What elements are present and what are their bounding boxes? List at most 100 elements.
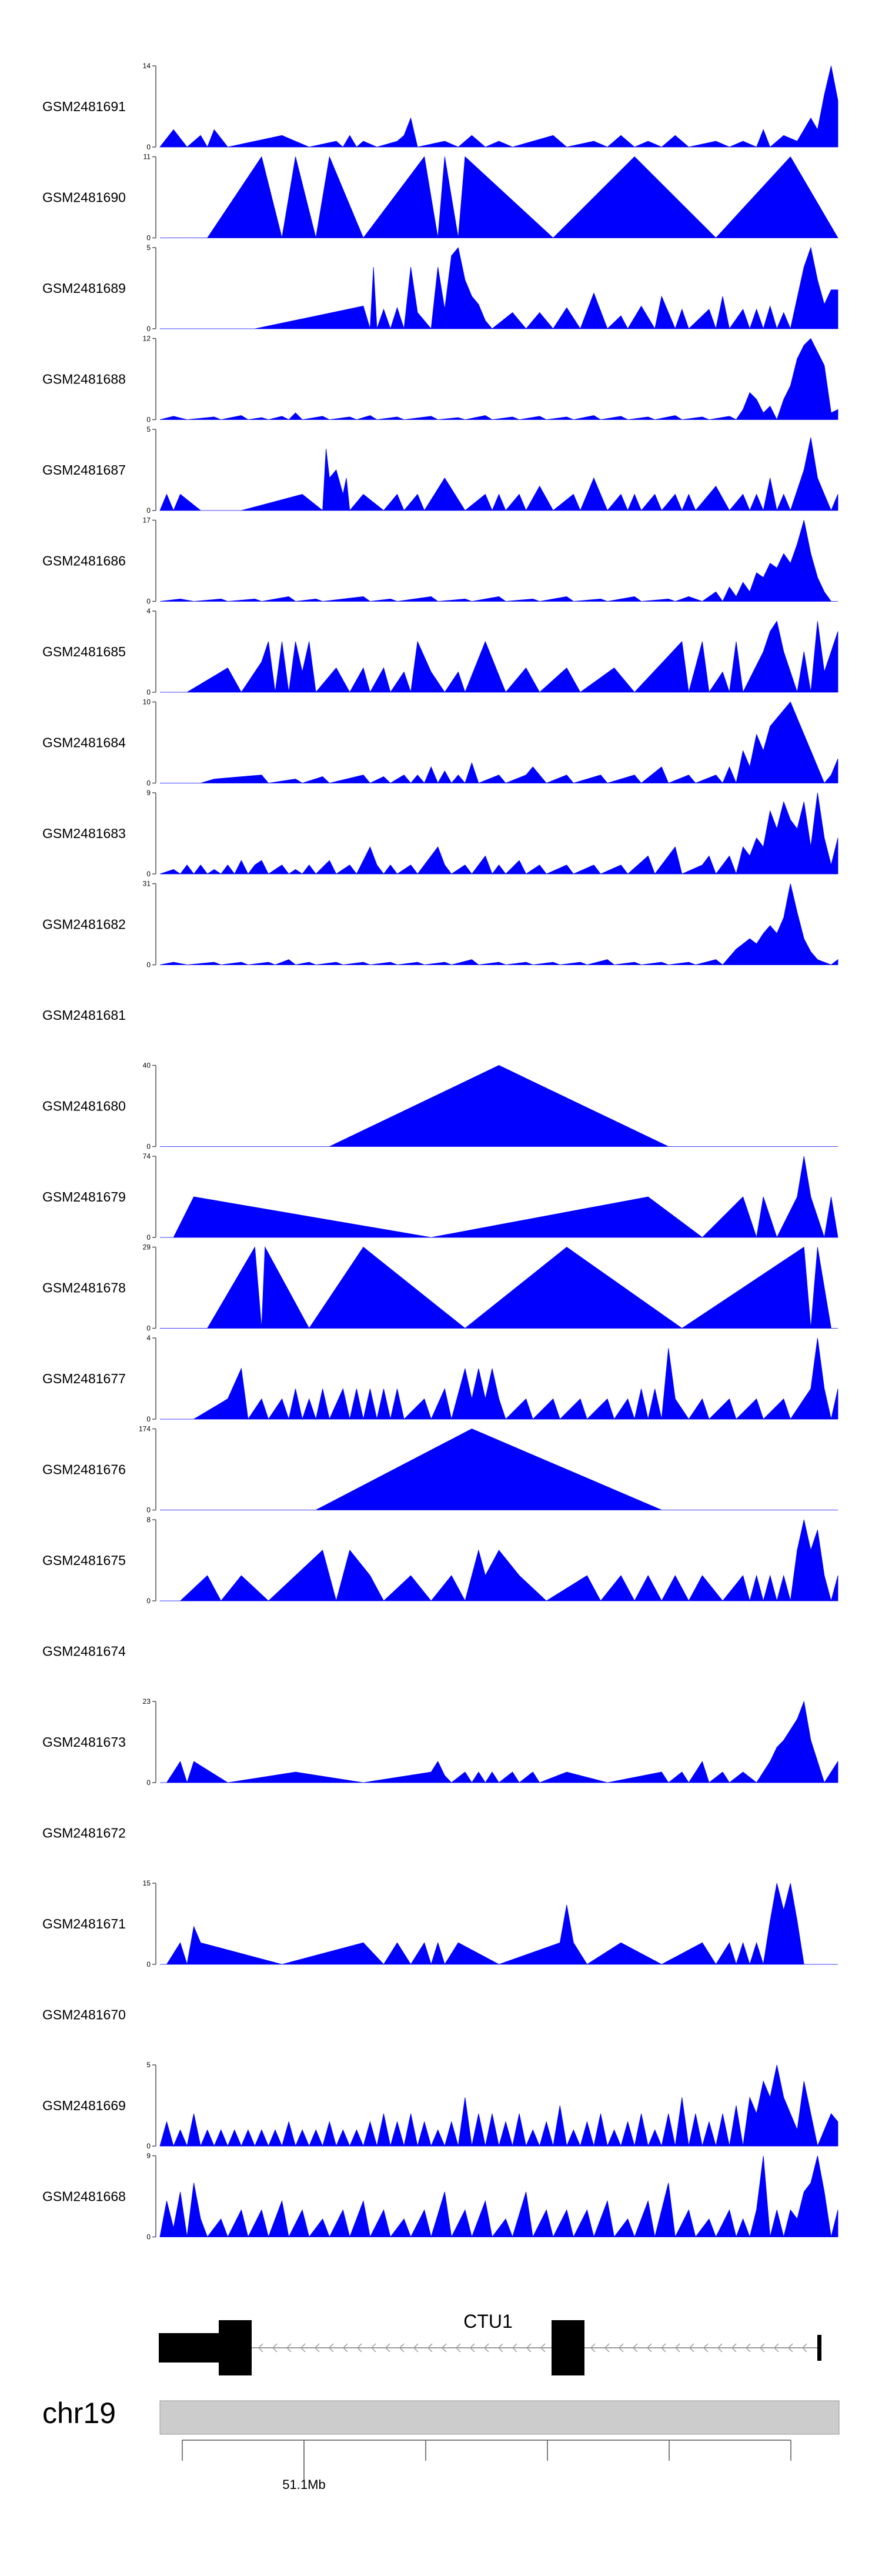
intron-arrow-icon [731, 2343, 737, 2353]
intron-arrow-icon [483, 2343, 489, 2353]
track-gsm2481691: GSM2481691 14 0 [42, 62, 838, 151]
track-gsm2481687: GSM2481687 5 0 [42, 425, 838, 515]
y-max-tick-label: 17 [143, 516, 151, 525]
coverage-area [160, 1429, 838, 1510]
y-min-tick-label: 0 [146, 234, 151, 242]
coverage-area [159, 520, 838, 602]
y-max-tick-label: 5 [146, 243, 151, 252]
coverage-area [160, 1246, 838, 1329]
y-min-tick-label: 0 [146, 1960, 151, 1968]
intron-arrow-icon [427, 2343, 433, 2353]
sample-label: GSM2481691 [42, 99, 126, 114]
y-max-tick-label: 29 [143, 1243, 151, 1252]
sample-label: GSM2481668 [42, 2189, 126, 2204]
intron-arrow-icon [300, 2343, 306, 2353]
y-max-tick-label: 8 [146, 1516, 151, 1524]
sample-label: GSM2481687 [42, 462, 126, 478]
intron-arrow-icon [370, 2343, 376, 2353]
track-gsm2481678: GSM2481678 29 0 [42, 1243, 838, 1333]
gene-exon-block [219, 2320, 252, 2375]
y-max-tick-label: 4 [146, 1334, 151, 1342]
y-min-tick-label: 0 [146, 961, 151, 969]
intron-arrow-icon [272, 2343, 278, 2353]
intron-arrow-icon [590, 2343, 596, 2353]
y-max-tick-label: 4 [146, 607, 151, 615]
intron-arrow-icon [604, 2343, 610, 2353]
sample-label: GSM2481676 [42, 1462, 126, 1477]
sample-label: GSM2481671 [42, 1916, 126, 1931]
sample-label: GSM2481680 [42, 1099, 126, 1114]
coverage-area [160, 1156, 838, 1239]
data-tracks: GSM2481691140GSM2481690110GSM248168950GS… [42, 62, 838, 2241]
intron-arrow-icon [399, 2343, 405, 2353]
coverage-area [160, 246, 838, 330]
y-max-tick-label: 9 [146, 789, 151, 797]
track-gsm2481676: GSM2481676 174 0 [42, 1425, 838, 1514]
track-gsm2481689: GSM2481689 5 0 [42, 243, 838, 333]
intron-arrow-icon [759, 2343, 765, 2353]
y-max-tick-label: 31 [143, 880, 151, 888]
sample-label: GSM2481669 [42, 2098, 126, 2113]
y-min-tick-label: 0 [146, 325, 151, 333]
intron-arrow-icon [314, 2343, 320, 2353]
y-min-tick-label: 0 [146, 598, 151, 606]
coverage-area [160, 1337, 838, 1420]
coverage-area [160, 156, 838, 239]
coverage-area [160, 1883, 838, 1966]
coverage-area [159, 338, 838, 421]
track-gsm2481682: GSM2481682 31 0 [42, 880, 838, 969]
intron-arrow-icon [745, 2343, 751, 2353]
track-gsm2481677: GSM2481677 4 0 [42, 1334, 838, 1423]
intron-arrow-icon [773, 2343, 779, 2353]
track-gsm2481683: GSM2481683 9 0 [42, 789, 838, 878]
sample-label: GSM2481682 [42, 917, 126, 932]
sample-label: GSM2481686 [42, 553, 126, 569]
y-min-tick-label: 0 [146, 870, 151, 878]
y-min-tick-label: 0 [146, 1233, 151, 1242]
y-min-tick-label: 0 [146, 779, 151, 788]
y-min-tick-label: 0 [146, 1597, 151, 1605]
sample-label: GSM2481690 [42, 190, 126, 205]
sample-label: GSM2481683 [42, 826, 126, 841]
sample-label: GSM2481677 [42, 1371, 126, 1386]
coverage-area [160, 1065, 838, 1147]
track-gsm2481668: GSM2481668 9 0 [42, 2152, 838, 2241]
track-gsm2481684: GSM2481684 10 0 [42, 698, 838, 788]
intron-arrow-icon [342, 2343, 348, 2353]
gene-track: CTU1 [159, 2311, 821, 2375]
y-max-tick-label: 15 [143, 1879, 151, 1887]
sample-label: GSM2481689 [42, 281, 126, 296]
intron-arrow-icon [258, 2343, 263, 2353]
y-max-tick-label: 5 [146, 2061, 151, 2069]
chromosome-ideogram-bar [159, 2400, 840, 2435]
y-max-tick-label: 11 [143, 153, 151, 161]
intron-arrow-icon [469, 2343, 475, 2353]
chromosome-label: chr19 [42, 2397, 116, 2430]
y-min-tick-label: 0 [146, 1415, 151, 1423]
y-min-tick-label: 0 [146, 1143, 151, 1151]
track-gsm2481669: GSM2481669 5 0 [42, 2061, 838, 2150]
coverage-area [159, 2064, 838, 2147]
intron-arrow-icon [717, 2343, 723, 2353]
intron-arrow-icon [632, 2343, 638, 2353]
track-gsm2481681: GSM2481681 [42, 1007, 126, 1023]
sample-label: GSM2481679 [42, 1189, 126, 1204]
sample-label: GSM2481674 [42, 1644, 126, 1659]
genomic-position-label: 51.1Mb [282, 2477, 325, 2492]
intron-arrow-icon [385, 2343, 390, 2353]
chromosome-track: chr19 51.1Mb [42, 2397, 840, 2492]
sample-label: GSM2481685 [42, 644, 126, 659]
y-max-tick-label: 14 [143, 62, 151, 70]
sample-label: GSM2481678 [42, 1280, 126, 1296]
coverage-area [159, 792, 838, 875]
y-min-tick-label: 0 [146, 416, 151, 424]
track-gsm2481673: GSM2481673 23 0 [42, 1697, 838, 1787]
intron-arrow-icon [512, 2343, 517, 2353]
intron-direction-arrows [258, 2343, 807, 2353]
y-max-tick-label: 40 [143, 1062, 151, 1070]
y-min-tick-label: 0 [146, 1778, 151, 1787]
y-min-tick-label: 0 [146, 506, 151, 515]
sample-label: GSM2481673 [42, 1734, 126, 1750]
intron-arrow-icon [286, 2343, 292, 2353]
track-gsm2481690: GSM2481690 11 0 [42, 153, 838, 242]
